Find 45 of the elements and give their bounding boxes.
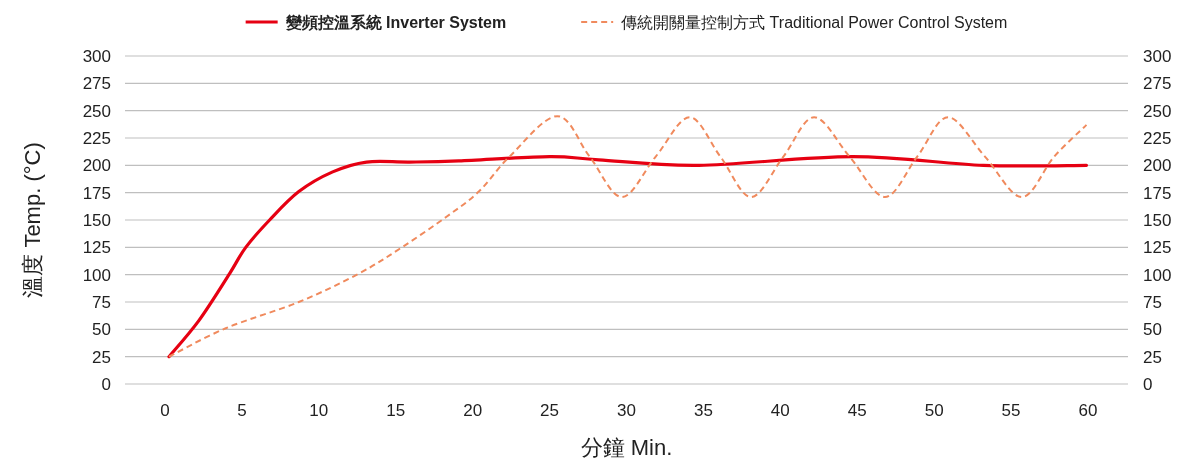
y-tick-label: 275 <box>82 74 111 94</box>
y2-tick-label: 275 <box>1143 74 1172 94</box>
y2-tick-label: 300 <box>1143 47 1172 66</box>
x-tick-label: 25 <box>540 401 560 420</box>
line-series <box>168 115 1088 358</box>
y-tick-label: 150 <box>82 211 111 230</box>
x-tick-label: 10 <box>309 401 329 420</box>
x-tick-label: 5 <box>237 401 247 420</box>
x-tick-label: 15 <box>386 401 406 420</box>
y2-tick-label: 100 <box>1143 265 1172 285</box>
legend-label: 變頻控溫系統 Inverter System <box>285 14 507 32</box>
x-tick-label: 60 <box>1078 401 1098 420</box>
legend-label: 傳統開關量控制方式 Traditional Power Control System <box>620 14 1008 31</box>
line-series <box>167 154 1089 359</box>
y2-tick-label: 150 <box>1143 211 1172 230</box>
y2-tick-label: 250 <box>1143 101 1172 121</box>
x-tick-label: 0 <box>160 401 170 420</box>
x-tick-label: 45 <box>847 401 867 420</box>
y-tick-label: 0 <box>101 375 111 394</box>
y-tick-label: 50 <box>92 320 111 340</box>
y2-tick-label: 50 <box>1143 320 1162 340</box>
x-axis-title: 分鐘 Min. <box>580 435 673 460</box>
y2-tick-label: 200 <box>1143 156 1172 176</box>
y-tick-label: 25 <box>92 347 111 367</box>
y2-tick-label: 75 <box>1143 293 1162 312</box>
y-tick-label: 125 <box>82 238 111 258</box>
x-tick-label: 55 <box>1001 401 1021 420</box>
y-tick-label: 250 <box>82 101 111 121</box>
x-tick-label: 50 <box>924 401 944 420</box>
y2-tick-label: 225 <box>1143 129 1172 148</box>
y-tick-label: 225 <box>82 129 111 148</box>
y-tick-label: 175 <box>82 183 111 203</box>
x-tick-label: 40 <box>770 401 790 420</box>
y-tick-label: 300 <box>82 47 111 66</box>
y2-tick-label: 125 <box>1143 238 1172 258</box>
x-tick-label: 20 <box>463 401 483 420</box>
y-axis-title: 溫度 Temp. (°C) <box>20 142 45 298</box>
y-tick-label: 75 <box>92 293 111 312</box>
y2-tick-label: 175 <box>1143 183 1172 203</box>
y2-tick-label: 0 <box>1143 375 1153 394</box>
x-tick-label: 35 <box>693 401 713 420</box>
y2-tick-label: 25 <box>1143 347 1162 367</box>
y-tick-label: 100 <box>82 265 111 285</box>
y-tick-label: 200 <box>82 156 111 176</box>
x-tick-label: 30 <box>617 401 636 420</box>
